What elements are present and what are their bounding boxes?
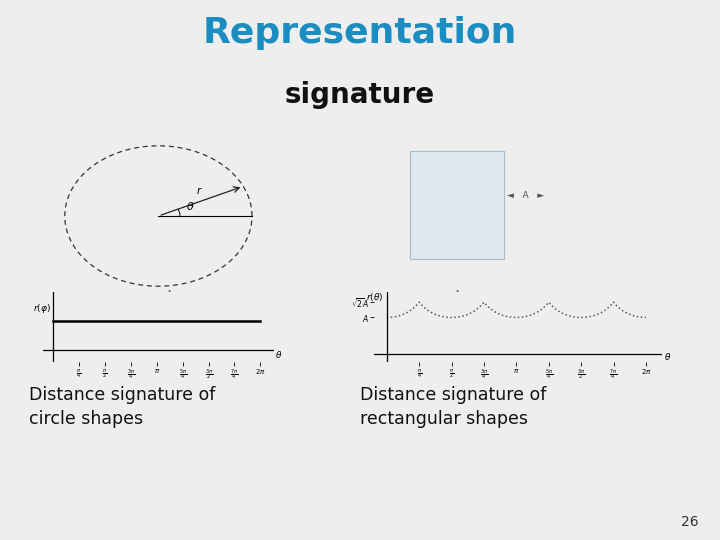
Text: ◄   A   ►: ◄ A ► (150, 290, 188, 299)
Text: ◄   A   ►: ◄ A ► (507, 191, 544, 200)
Text: $r(\theta)$: $r(\theta)$ (366, 291, 384, 303)
Text: Distance signature of
circle shapes: Distance signature of circle shapes (29, 386, 215, 428)
Text: Representation: Representation (203, 16, 517, 50)
Text: ◄   A   ►: ◄ A ► (438, 290, 476, 299)
Text: $r(\varphi)$: $r(\varphi)$ (33, 302, 51, 315)
Bar (410, 151, 504, 259)
Text: Distance signature of
rectangular shapes: Distance signature of rectangular shapes (360, 386, 546, 428)
Text: $\theta$: $\theta$ (275, 349, 282, 360)
Text: $\theta$: $\theta$ (186, 199, 194, 212)
Text: $\theta$: $\theta$ (665, 350, 672, 362)
Text: 26: 26 (681, 515, 698, 529)
Text: signature: signature (285, 81, 435, 109)
Text: r: r (197, 186, 201, 195)
